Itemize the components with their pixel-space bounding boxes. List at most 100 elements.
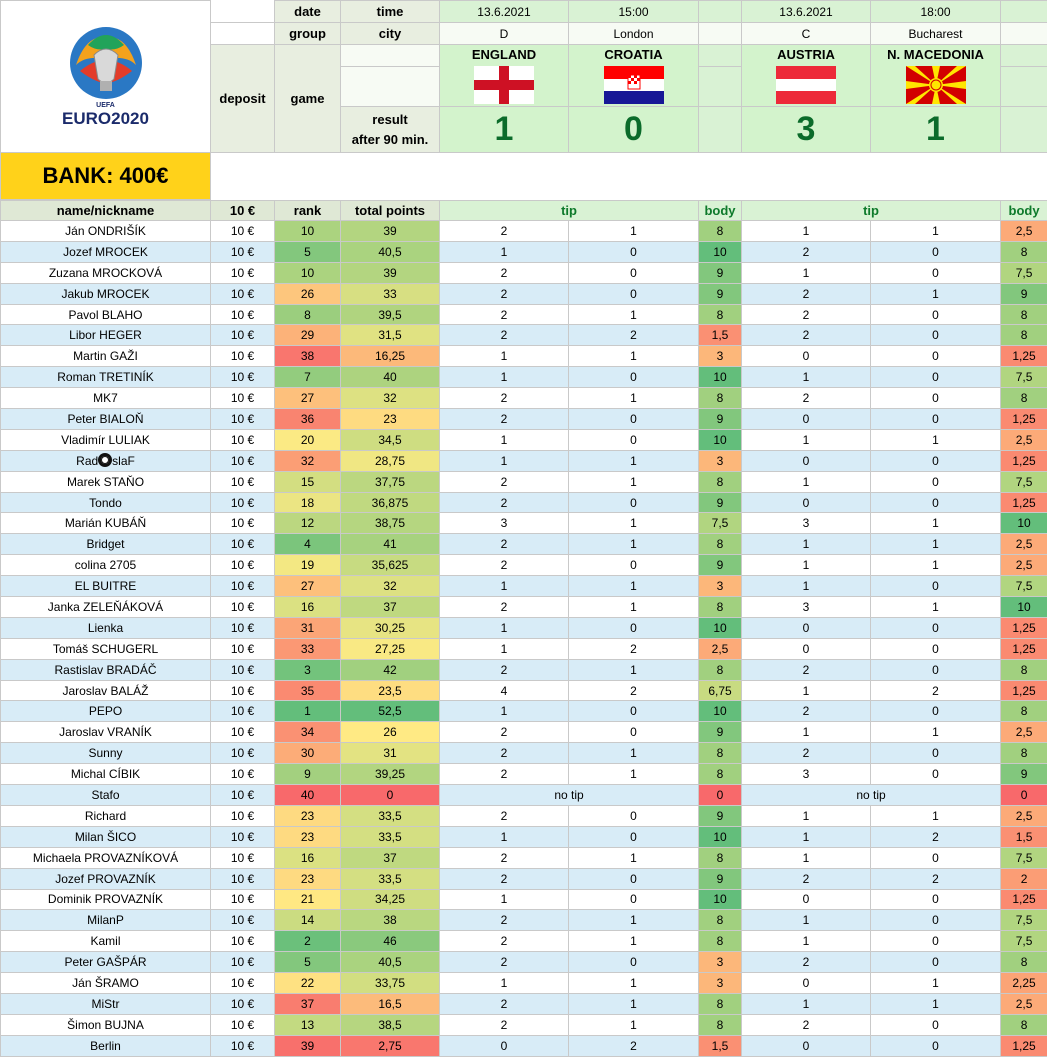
deposit-cell[interactable]: 10 € [211, 826, 275, 847]
body2-cell[interactable]: 8 [1001, 743, 1047, 764]
deposit-cell[interactable]: 10 € [211, 910, 275, 931]
tip2-home-cell[interactable]: 1 [742, 931, 871, 952]
body1-cell[interactable]: 9 [699, 262, 742, 283]
player-name-cell[interactable]: Jakub MROCEK [1, 283, 211, 304]
tip2-home-cell[interactable]: 0 [742, 889, 871, 910]
tip1-away-cell[interactable]: 1 [569, 659, 699, 680]
tip1-home-cell[interactable]: 2 [440, 325, 569, 346]
rank-cell[interactable]: 10 [275, 221, 341, 242]
deposit-cell[interactable]: 10 € [211, 409, 275, 430]
body2-cell[interactable]: 7,5 [1001, 576, 1047, 597]
body1-cell[interactable]: 3 [699, 346, 742, 367]
tip1-away-cell[interactable]: 0 [569, 722, 699, 743]
total-points-cell[interactable]: 42 [341, 659, 440, 680]
tip2-away-cell[interactable]: 1 [871, 534, 1001, 555]
body2-cell[interactable]: 7,5 [1001, 262, 1047, 283]
body2-cell[interactable]: 2,25 [1001, 973, 1047, 994]
tip1-away-cell[interactable]: 1 [569, 847, 699, 868]
tip2-away-cell[interactable]: 1 [871, 513, 1001, 534]
body2-cell[interactable]: 10 [1001, 513, 1047, 534]
tip1-home-cell[interactable]: 1 [440, 973, 569, 994]
deposit-cell[interactable]: 10 € [211, 805, 275, 826]
player-name-cell[interactable]: Pavol BLAHO [1, 304, 211, 325]
tip2-home-cell[interactable]: 2 [742, 868, 871, 889]
tip2-away-cell[interactable]: 0 [871, 1035, 1001, 1056]
body1-cell[interactable]: 9 [699, 555, 742, 576]
tip2-home-cell[interactable]: 3 [742, 764, 871, 785]
total-points-cell[interactable]: 34,5 [341, 429, 440, 450]
rank-cell[interactable]: 36 [275, 409, 341, 430]
deposit-cell[interactable]: 10 € [211, 638, 275, 659]
total-points-cell[interactable]: 23,5 [341, 680, 440, 701]
tip1-home-cell[interactable]: 1 [440, 576, 569, 597]
tip1-away-cell[interactable]: 0 [569, 492, 699, 513]
tip1-away-cell[interactable]: 0 [569, 555, 699, 576]
total-points-cell[interactable]: 30,25 [341, 617, 440, 638]
rank-cell[interactable]: 40 [275, 785, 341, 806]
tip2-home-cell[interactable]: 0 [742, 617, 871, 638]
player-name-cell[interactable]: Vladimír LULIAK [1, 429, 211, 450]
tip2-home-cell[interactable]: 3 [742, 513, 871, 534]
deposit-cell[interactable]: 10 € [211, 617, 275, 638]
body2-cell[interactable]: 8 [1001, 701, 1047, 722]
tip1-home-cell[interactable]: 1 [440, 450, 569, 471]
player-name-cell[interactable]: Peter BIALOŇ [1, 409, 211, 430]
body2-cell[interactable]: 0 [1001, 785, 1047, 806]
player-name-cell[interactable]: Janka ZELEŇÁKOVÁ [1, 597, 211, 618]
tip1-away-cell[interactable]: 1 [569, 346, 699, 367]
tip2-away-cell[interactable]: 0 [871, 952, 1001, 973]
deposit-cell[interactable]: 10 € [211, 388, 275, 409]
tip1-away-cell[interactable]: 1 [569, 471, 699, 492]
body1-cell[interactable]: 8 [699, 1014, 742, 1035]
rank-cell[interactable]: 7 [275, 367, 341, 388]
tip1-home-cell[interactable]: 2 [440, 910, 569, 931]
deposit-cell[interactable]: 10 € [211, 429, 275, 450]
body1-cell[interactable]: 9 [699, 492, 742, 513]
body1-cell[interactable]: 3 [699, 973, 742, 994]
tip2-cell[interactable]: no tip [742, 785, 1001, 806]
rank-cell[interactable]: 4 [275, 534, 341, 555]
tip2-home-cell[interactable]: 1 [742, 576, 871, 597]
tip2-away-cell[interactable]: 0 [871, 325, 1001, 346]
tip2-home-cell[interactable]: 1 [742, 805, 871, 826]
tip1-away-cell[interactable]: 1 [569, 388, 699, 409]
tip2-home-cell[interactable]: 1 [742, 555, 871, 576]
tip2-home-cell[interactable]: 1 [742, 826, 871, 847]
total-points-cell[interactable]: 34,25 [341, 889, 440, 910]
tip2-home-cell[interactable]: 2 [742, 304, 871, 325]
body1-cell[interactable]: 9 [699, 868, 742, 889]
col-name-header[interactable]: name/nickname [1, 201, 211, 221]
player-name-cell[interactable]: EL BUITRE [1, 576, 211, 597]
body1-cell[interactable]: 8 [699, 764, 742, 785]
tip1-home-cell[interactable]: 2 [440, 1014, 569, 1035]
body2-cell[interactable]: 2,5 [1001, 555, 1047, 576]
total-points-cell[interactable]: 16,5 [341, 993, 440, 1014]
tip2-away-cell[interactable]: 0 [871, 910, 1001, 931]
deposit-cell[interactable]: 10 € [211, 1014, 275, 1035]
tip2-away-cell[interactable]: 0 [871, 701, 1001, 722]
deposit-cell[interactable]: 10 € [211, 1035, 275, 1056]
tip2-home-cell[interactable]: 1 [742, 680, 871, 701]
tip2-home-cell[interactable]: 1 [742, 262, 871, 283]
deposit-cell[interactable]: 10 € [211, 367, 275, 388]
col-body1-header[interactable]: body [699, 201, 742, 221]
rank-cell[interactable]: 16 [275, 597, 341, 618]
player-name-cell[interactable]: PEPO [1, 701, 211, 722]
tip2-away-cell[interactable]: 0 [871, 617, 1001, 638]
tip1-home-cell[interactable]: 3 [440, 513, 569, 534]
tip2-home-cell[interactable]: 3 [742, 597, 871, 618]
player-name-cell[interactable]: Libor HEGER [1, 325, 211, 346]
tip2-home-cell[interactable]: 2 [742, 701, 871, 722]
rank-cell[interactable]: 29 [275, 325, 341, 346]
body2-cell[interactable]: 8 [1001, 241, 1047, 262]
tip2-away-cell[interactable]: 1 [871, 722, 1001, 743]
tip1-home-cell[interactable]: 2 [440, 388, 569, 409]
